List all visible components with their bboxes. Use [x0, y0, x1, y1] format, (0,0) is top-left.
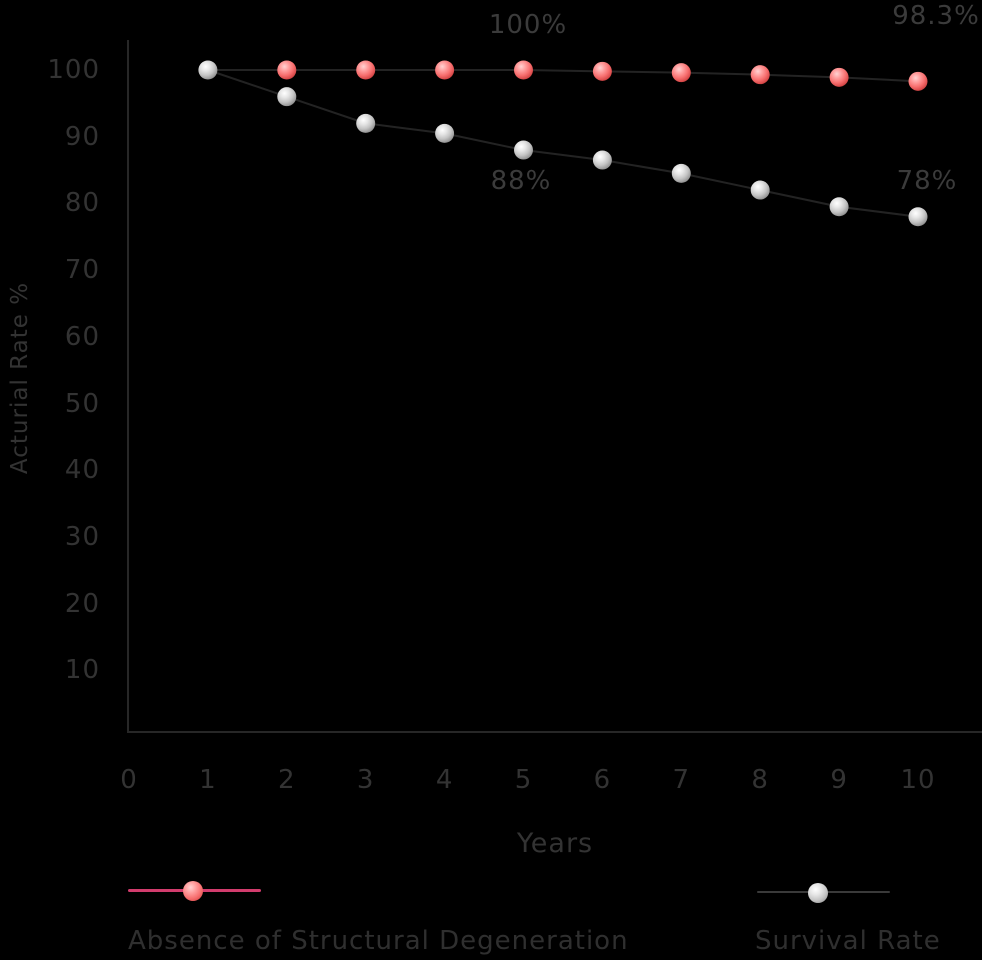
legend-label-absence: Absence of Structural Degeneration	[128, 926, 629, 956]
pink-data-point	[514, 60, 533, 80]
legend-dot-gray	[808, 883, 828, 903]
y-tick-label: 60	[64, 321, 100, 352]
legend-dot-pink	[183, 881, 203, 901]
pink-data-point	[435, 60, 455, 80]
pink-data-point	[592, 61, 612, 81]
gray-data-point	[514, 140, 533, 160]
x-tick-label: 6	[593, 765, 612, 795]
pink-data-point	[908, 71, 928, 91]
pink-data-point	[829, 67, 849, 87]
pink-data-point	[356, 60, 376, 80]
y-tick-label: 100	[47, 55, 100, 85]
y-tick-label: 20	[64, 588, 100, 619]
x-tick-label: 1	[199, 765, 217, 795]
y-tick-label: 70	[64, 255, 100, 286]
gray-data-point	[356, 113, 376, 133]
gray-data-point	[435, 123, 455, 143]
legend-label-survival: Survival Rate	[755, 926, 941, 956]
x-tick-label: 2	[278, 765, 296, 795]
gray-data-point	[671, 163, 691, 183]
gray-data-point	[277, 87, 297, 107]
data-label: 88%	[490, 166, 552, 196]
pink-data-point	[671, 63, 691, 83]
y-tick-label: 50	[64, 388, 100, 419]
x-tick-label: 0	[120, 765, 138, 795]
data-label: 98.3%	[892, 1, 980, 31]
x-tick-label: 3	[356, 765, 375, 795]
x-tick-label: 4	[435, 765, 454, 795]
x-tick-label: 9	[830, 765, 848, 795]
y-tick-label: 90	[64, 121, 100, 152]
y-axis-title: Acturial Rate %	[7, 281, 33, 475]
x-tick-label: 5	[514, 765, 533, 795]
y-tick-label: 10	[64, 655, 100, 686]
x-tick-label: 7	[672, 765, 691, 795]
data-label: 100%	[488, 10, 568, 40]
y-tick-label: 30	[64, 521, 100, 552]
gray-data-point	[198, 60, 218, 80]
gray-data-point	[750, 180, 770, 200]
series-line-gray	[207, 69, 919, 218]
x-tick-label: 8	[751, 765, 769, 795]
pink-data-point	[750, 65, 770, 85]
x-tick-label: 10	[900, 765, 936, 795]
gray-data-point	[592, 150, 612, 170]
series-line-pink	[207, 69, 919, 83]
x-axis-title: Years	[516, 828, 594, 859]
gray-data-point	[908, 207, 928, 227]
data-label: 78%	[896, 166, 958, 196]
y-tick-label: 80	[64, 188, 100, 219]
y-tick-label: 40	[64, 455, 100, 486]
gray-data-point	[829, 197, 849, 217]
pink-data-point	[277, 60, 297, 80]
